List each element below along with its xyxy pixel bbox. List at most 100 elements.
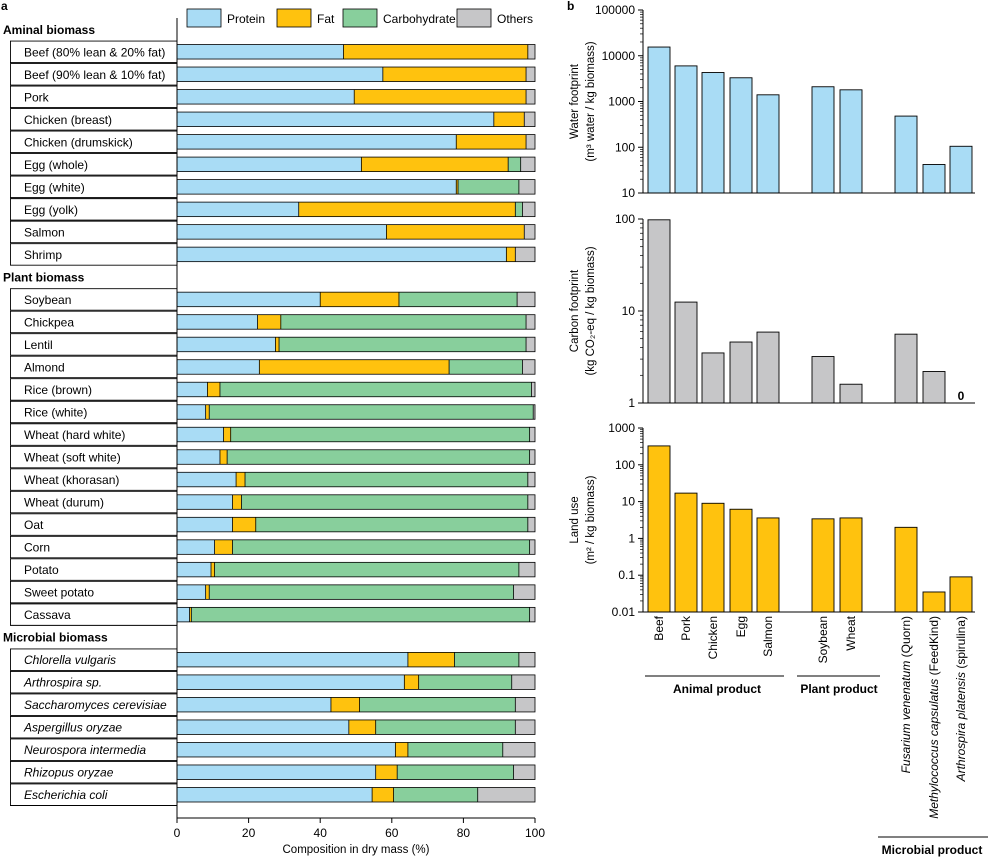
bar-segment xyxy=(515,247,535,262)
y-axis-subtitle: (kg CO₂-eq / kg biomass) xyxy=(585,246,597,375)
bar-segment xyxy=(386,224,525,240)
bar-segment xyxy=(527,494,535,510)
bar-segment xyxy=(529,427,535,442)
bar-segment xyxy=(177,112,494,127)
group-header: Microbial biomass xyxy=(3,631,108,645)
bar-segment xyxy=(522,359,535,375)
y-tick-label: 1 xyxy=(628,396,635,410)
row-label: Escherichia coli xyxy=(24,788,108,802)
bar-segment xyxy=(177,787,373,802)
composition-chart: Aminal biomass Beef (80% lean & 20% fat) B… xyxy=(3,18,545,856)
bar-segment xyxy=(361,157,509,172)
bar-segment xyxy=(223,427,231,442)
bar xyxy=(811,86,835,194)
bar-segment xyxy=(397,764,514,780)
category-label: Chicken xyxy=(706,616,720,659)
bar-segment xyxy=(177,607,190,622)
y-axis-subtitle: (m³ water / kg biomass) xyxy=(585,41,597,161)
legend-swatch xyxy=(342,8,378,28)
bar-segment xyxy=(529,607,535,622)
y-tick-label: 100 xyxy=(615,212,635,226)
bar-segment xyxy=(526,67,535,82)
bar-segment xyxy=(177,562,212,577)
row-label: Potato xyxy=(24,563,59,577)
row-label: Wheat (durum) xyxy=(24,496,104,510)
category-label-rest: (Quorn) xyxy=(899,616,913,661)
bar-segment xyxy=(177,292,321,307)
bar-segment xyxy=(529,449,535,465)
bar-segment xyxy=(214,562,519,577)
bar-segment xyxy=(211,562,215,577)
y-tick-label: 0.01 xyxy=(612,605,636,619)
legend-label: Fat xyxy=(317,12,335,26)
row-label: Beef (80% lean & 20% fat) xyxy=(24,45,165,59)
bar-segment xyxy=(477,787,535,802)
row-label: Rice (brown) xyxy=(24,383,92,397)
bar xyxy=(701,502,725,613)
row-label: Egg (whole) xyxy=(24,158,88,172)
row-label: Shrimp xyxy=(24,248,62,262)
panel-label-b: b xyxy=(567,0,574,13)
bar-segment xyxy=(177,742,396,757)
bar-segment xyxy=(236,472,246,487)
row-label: Salmon xyxy=(24,225,65,239)
bar-segment xyxy=(526,134,535,150)
bar-segment xyxy=(214,539,233,555)
row-label: Oat xyxy=(24,518,44,532)
bar-segment xyxy=(382,67,527,82)
bar-segment xyxy=(177,157,362,172)
bar xyxy=(839,383,863,404)
category-label: Methylococcus capsulatus (FeedKind) xyxy=(927,616,941,819)
x-tick-label: 40 xyxy=(314,826,328,840)
y-tick-label: 100000 xyxy=(595,3,635,17)
y-tick-label: 100 xyxy=(615,458,635,472)
row-label: Wheat (hard white) xyxy=(24,428,125,442)
bar-segment xyxy=(526,89,535,105)
row-label: Neurospora intermedia xyxy=(24,743,146,757)
bar-segment xyxy=(458,179,519,195)
bar-segment xyxy=(177,202,299,217)
bar-segment xyxy=(255,517,528,532)
bar-segment xyxy=(375,719,516,735)
bar xyxy=(949,576,973,613)
bar-segment xyxy=(177,652,408,667)
bar-segment xyxy=(515,697,535,712)
bar-segment xyxy=(177,517,233,532)
bar-segment xyxy=(209,584,514,600)
bar-segment xyxy=(511,674,535,690)
legend: Protein Fat Carbohydrate Others xyxy=(186,8,533,28)
x-tick-label: 20 xyxy=(242,826,256,840)
bar xyxy=(811,518,835,613)
category-label: Arthrospira platensis (spirulina) xyxy=(954,616,968,782)
row-label: Wheat (soft white) xyxy=(24,451,121,465)
bar xyxy=(756,331,780,404)
bar xyxy=(894,333,918,404)
x-tick-label: 0 xyxy=(174,826,181,840)
bar-segment xyxy=(177,697,331,712)
row-label: Soybean xyxy=(24,293,71,307)
category-label: Salmon xyxy=(761,616,775,657)
bar-segment xyxy=(259,359,450,375)
category-label: Pork xyxy=(679,615,693,641)
category-label-italic: Arthrospira platensis xyxy=(954,672,968,782)
group-header: Aminal biomass xyxy=(3,23,95,37)
bar-segment xyxy=(177,89,355,105)
bar-segment xyxy=(456,179,459,195)
bar-segment xyxy=(177,449,220,465)
y-tick-label: 100 xyxy=(615,140,635,154)
bar-segment xyxy=(177,337,276,352)
bar-segment xyxy=(515,719,535,735)
y-axis-subtitle: (m² / kg biomass) xyxy=(585,475,597,564)
bar xyxy=(729,508,753,613)
category-label-italic: Methylococcus capsulatus xyxy=(927,679,941,819)
bar-segment xyxy=(515,202,523,217)
bar-segment xyxy=(330,697,360,712)
y-axis-title: Land use xyxy=(569,496,581,543)
bar xyxy=(756,517,780,613)
bar-segment xyxy=(205,584,210,600)
y-tick-label: 10 xyxy=(622,495,636,509)
bar xyxy=(756,94,780,194)
bar-segment xyxy=(209,404,534,420)
bar-segment xyxy=(393,787,478,802)
